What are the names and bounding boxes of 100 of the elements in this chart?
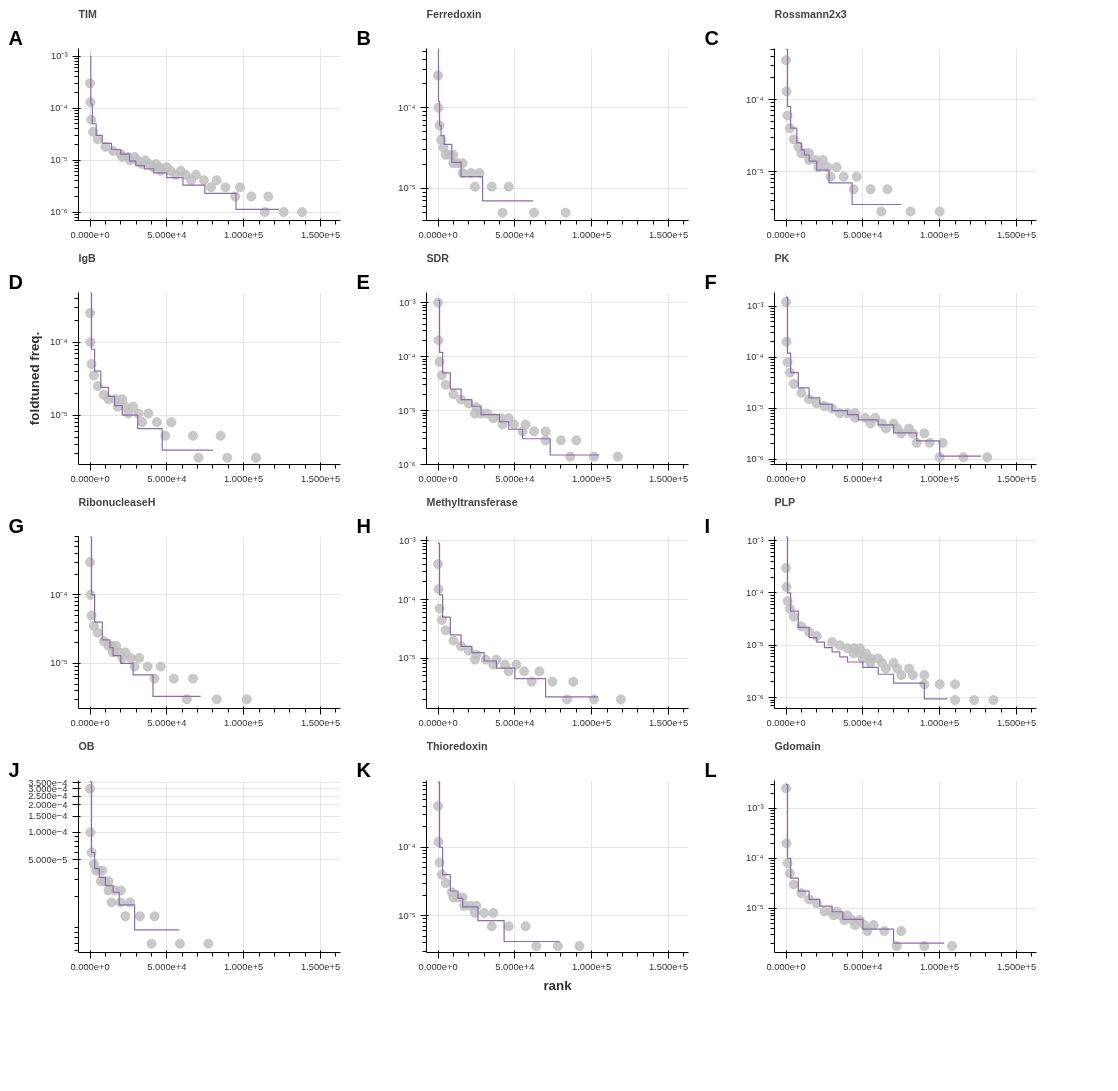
y-tick-label: 10⁻⁴: [398, 842, 416, 853]
y-tick-label: 10⁻⁵: [398, 405, 416, 416]
x-tick-label: 0.000e+0: [418, 229, 458, 240]
x-tick-label: 1.000e+5: [920, 229, 960, 240]
chart-title: PLP: [774, 495, 796, 508]
y-tick-label: 10⁻⁴: [398, 102, 416, 113]
chart-title: SDR: [426, 251, 450, 264]
text: H: [356, 514, 371, 537]
x-tick-label: 1.500e+5: [648, 229, 689, 240]
text: D: [8, 270, 23, 293]
y-tick-label: 1.500e−4: [28, 811, 68, 822]
x-tick-label: 1.500e+5: [996, 717, 1037, 728]
y-tick-label: 10⁻⁵: [746, 166, 764, 177]
y-tick-label: 10⁻⁵: [398, 910, 416, 921]
y-tick-label: 10⁻⁴: [746, 587, 764, 598]
text: A: [8, 26, 23, 49]
x-tick-label: 1.500e+5: [996, 229, 1037, 240]
x-tick-label: 1.000e+5: [572, 473, 612, 484]
text: J: [8, 758, 20, 781]
x-tick-label: 1.500e+5: [300, 717, 341, 728]
y-axis-title: foldtuned freq.: [27, 331, 43, 426]
x-tick-label: 1.000e+5: [224, 473, 264, 484]
x-tick-label: 5.000e+4: [843, 229, 883, 240]
x-tick-label: 5.000e+4: [843, 473, 883, 484]
text: G: [8, 514, 25, 537]
x-tick-label: 5.000e+4: [843, 961, 883, 972]
x-tick-label: 1.500e+5: [300, 961, 341, 972]
y-tick-label: 10⁻⁶: [746, 692, 764, 703]
chart-title: IgB: [78, 251, 96, 264]
x-tick-label: 1.000e+5: [920, 717, 960, 728]
y-tick-label: 10⁻⁵: [746, 403, 764, 414]
x-tick-label: 5.000e+4: [843, 717, 883, 728]
text: C: [704, 26, 719, 49]
x-tick-label: 5.000e+4: [147, 473, 187, 484]
x-tick-label: 1.500e+5: [996, 473, 1037, 484]
y-tick-label: 2.500e−4: [28, 791, 68, 802]
chart-title: PK: [774, 251, 790, 264]
y-tick-label: 10⁻³: [399, 297, 416, 308]
chart-title: Rossmann2x3: [774, 7, 847, 20]
x-tick-label: 1.000e+5: [920, 473, 960, 484]
x-tick-label: 1.500e+5: [648, 961, 689, 972]
x-tick-label: 1.000e+5: [572, 717, 612, 728]
x-tick-label: 0.000e+0: [766, 229, 806, 240]
y-tick-label: 10⁻⁶: [50, 207, 68, 218]
x-tick-label: 1.000e+5: [572, 229, 612, 240]
x-tick-label: 1.500e+5: [648, 473, 689, 484]
y-tick-label: 10⁻⁴: [746, 94, 764, 105]
y-tick-label: 10⁻⁴: [50, 337, 68, 348]
y-tick-label: 10⁻³: [747, 535, 764, 546]
y-tick-label: 10⁻⁴: [746, 352, 764, 363]
y-tick-label: 10⁻⁵: [746, 640, 764, 651]
text: E: [356, 270, 370, 293]
x-tick-label: 0.000e+0: [418, 717, 458, 728]
y-tick-label: 10⁻⁴: [746, 853, 764, 864]
text: B: [356, 26, 371, 49]
chart-title: Gdomain: [774, 739, 821, 752]
chart-title: Ferredoxin: [426, 7, 482, 20]
x-tick-label: 1.000e+5: [224, 961, 264, 972]
y-tick-label: 10⁻³: [747, 803, 764, 814]
x-tick-label: 5.000e+4: [495, 717, 535, 728]
x-tick-label: 1.000e+5: [224, 229, 264, 240]
y-tick-label: 10⁻⁵: [50, 155, 68, 166]
y-tick-label: 10⁻⁵: [398, 183, 416, 194]
y-tick-label: 10⁻⁵: [398, 653, 416, 664]
y-tick-label: 10⁻⁴: [50, 589, 68, 600]
y-tick-label: 5.000e−5: [28, 854, 68, 865]
x-tick-label: 0.000e+0: [418, 473, 458, 484]
x-tick-label: 5.000e+4: [495, 473, 535, 484]
x-axis-title: rank: [543, 977, 573, 993]
y-tick-label: 2.000e−4: [28, 799, 68, 810]
y-tick-label: 10⁻³: [747, 301, 764, 312]
x-tick-label: 0.000e+0: [70, 717, 110, 728]
x-tick-label: 0.000e+0: [70, 473, 110, 484]
text: K: [356, 758, 372, 781]
x-tick-label: 1.500e+5: [300, 229, 341, 240]
x-tick-label: 1.500e+5: [648, 717, 689, 728]
y-tick-label: 10⁻⁴: [50, 103, 68, 114]
x-tick-label: 0.000e+0: [70, 229, 110, 240]
chart-title: Methyltransferase: [426, 495, 518, 508]
x-tick-label: 1.000e+5: [572, 961, 612, 972]
chart-title: Thioredoxin: [426, 739, 488, 752]
text: L: [704, 758, 717, 781]
y-tick-label: 10⁻³: [51, 51, 68, 62]
x-tick-label: 5.000e+4: [495, 961, 535, 972]
x-tick-label: 1.500e+5: [996, 961, 1037, 972]
y-tick-label: 10⁻⁶: [746, 454, 764, 465]
y-tick-label: 10⁻⁵: [50, 410, 68, 421]
x-tick-label: 0.000e+0: [418, 961, 458, 972]
x-tick-label: 1.500e+5: [300, 473, 341, 484]
chart-title: TIM: [78, 7, 97, 20]
x-tick-label: 5.000e+4: [147, 961, 187, 972]
y-tick-label: 10⁻⁴: [398, 594, 416, 605]
chart-title: OB: [78, 739, 95, 752]
y-tick-label: 10⁻⁵: [50, 658, 68, 669]
chart-title: RibonucleaseH: [78, 495, 156, 508]
y-tick-label: 10⁻⁵: [746, 903, 764, 914]
x-tick-label: 1.000e+5: [920, 961, 960, 972]
x-tick-label: 5.000e+4: [147, 229, 187, 240]
y-tick-label: 10⁻⁶: [398, 459, 416, 470]
x-tick-label: 5.000e+4: [495, 229, 535, 240]
